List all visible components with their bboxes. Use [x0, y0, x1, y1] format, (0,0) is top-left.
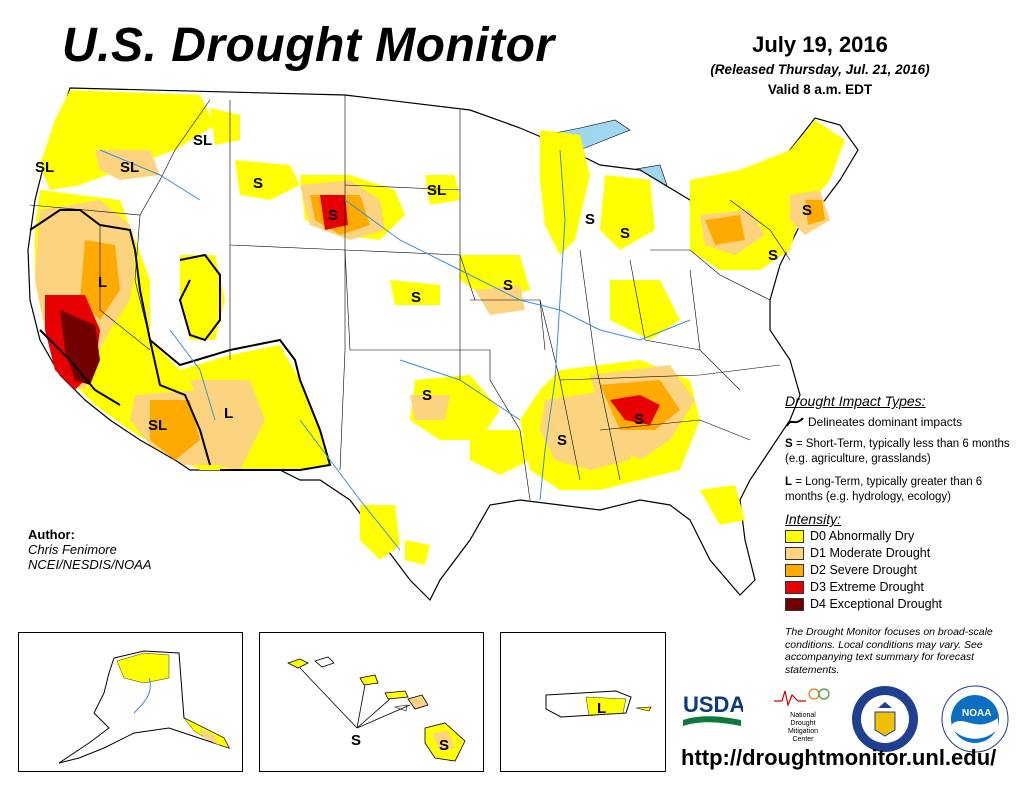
conus-drought-map: SL SL SL SL S S SL S S S S S L S S S S L — [27, 87, 859, 602]
long-term-text: = Long-Term, typically greater than 6 mo… — [785, 476, 983, 503]
impact-label: SL — [35, 159, 54, 176]
long-term-desc: L = Long-Term, typically greater than 6 … — [785, 475, 1020, 505]
impact-labels: SL SL SL SL S S SL S S S S S L S S S S L — [35, 132, 812, 449]
impact-label: S — [585, 211, 595, 228]
d1-label: D1 Moderate Drought — [810, 546, 931, 560]
short-term-desc: S = Short-Term, typically less than 6 mo… — [785, 437, 1020, 467]
d1-swatch — [785, 547, 804, 560]
monitor-url[interactable]: http://droughtmonitor.unl.edu/ — [681, 745, 997, 770]
impact-label: S — [253, 175, 263, 192]
intensity-heading: Intensity: — [785, 511, 842, 527]
state-borders — [29, 95, 791, 501]
short-term-code: S — [785, 438, 793, 450]
noaa-logo-graphic: NOAA — [941, 685, 1009, 753]
impact-label: S — [422, 387, 432, 404]
impact-label: SL — [148, 417, 167, 434]
impact-label: SL — [193, 132, 212, 149]
impact-label: L — [224, 405, 233, 422]
impact-label: S — [439, 737, 449, 754]
usda-logo: USDA — [681, 690, 745, 732]
delineation-line-icon — [786, 417, 804, 427]
puerto-rico-inset: L — [500, 632, 666, 772]
impact-label: L — [98, 274, 107, 291]
d0-label: D0 Abnormally Dry — [810, 529, 915, 543]
impact-label: S — [768, 247, 778, 264]
d4-label: D4 Exceptional Drought — [810, 597, 943, 611]
impact-label: S — [503, 277, 513, 294]
release-date: (Released Thursday, Jul. 21, 2016) — [710, 62, 930, 77]
d0-swatch — [785, 530, 804, 543]
d4-areas — [60, 310, 100, 385]
impact-label: L — [597, 700, 606, 717]
impact-types-heading: Drought Impact Types: — [785, 393, 926, 409]
d4-swatch — [785, 598, 804, 611]
author-label: Author: — [28, 527, 75, 542]
rivers — [99, 149, 691, 551]
author-name: Chris Fenimore — [28, 542, 117, 557]
alaska-inset — [18, 632, 243, 772]
commerce-seal-graphic — [852, 686, 918, 752]
ndmc-logo: National Drought Mitigation Center — [772, 685, 832, 745]
impact-label: S — [351, 732, 361, 749]
alaska-map — [58, 650, 230, 764]
impact-label: S — [411, 289, 421, 306]
ndmc-logo-graphic — [774, 688, 830, 708]
noaa-logo: NOAA — [940, 684, 1010, 759]
impact-boundaries — [29, 209, 332, 471]
valid-time: Valid 8 a.m. EDT — [767, 82, 873, 97]
usda-logo-text: USDA — [683, 692, 743, 717]
long-term-code: L — [785, 476, 793, 488]
impact-label: S — [620, 225, 630, 242]
hawaii-map: S S — [286, 656, 466, 762]
focus-note: The Drought Monitor focuses on broad-sca… — [785, 626, 993, 676]
d2-label: D2 Severe Drought — [810, 563, 918, 577]
impact-label: S — [802, 202, 812, 219]
ndmc-logo-text: National Drought Mitigation Center — [788, 712, 818, 743]
delineates-text: Delineates dominant impacts — [808, 415, 963, 429]
impact-label: S — [557, 432, 567, 449]
impact-label: S — [634, 411, 644, 428]
map-date: July 19, 2016 — [752, 32, 888, 57]
hawaii-inset: S S — [259, 632, 484, 772]
impact-label: S — [328, 207, 338, 224]
impact-label: SL — [120, 159, 139, 176]
author-org: NCEI/NESDIS/NOAA — [28, 557, 152, 572]
short-term-text: = Short-Term, typically less than 6 mont… — [785, 438, 1010, 465]
noaa-logo-text: NOAA — [962, 708, 991, 719]
author-block: Author: Chris Fenimore NCEI/NESDIS/NOAA — [28, 527, 152, 572]
map-title: U.S. Drought Monitor — [62, 19, 555, 72]
d3-swatch — [785, 581, 804, 594]
d3-label: D3 Extreme Drought — [810, 580, 924, 594]
d2-swatch — [785, 564, 804, 577]
usda-logo-graphic: USDA — [683, 692, 745, 726]
impact-label: SL — [427, 182, 446, 199]
puerto-rico-map: L — [545, 690, 652, 718]
commerce-seal — [850, 684, 920, 759]
